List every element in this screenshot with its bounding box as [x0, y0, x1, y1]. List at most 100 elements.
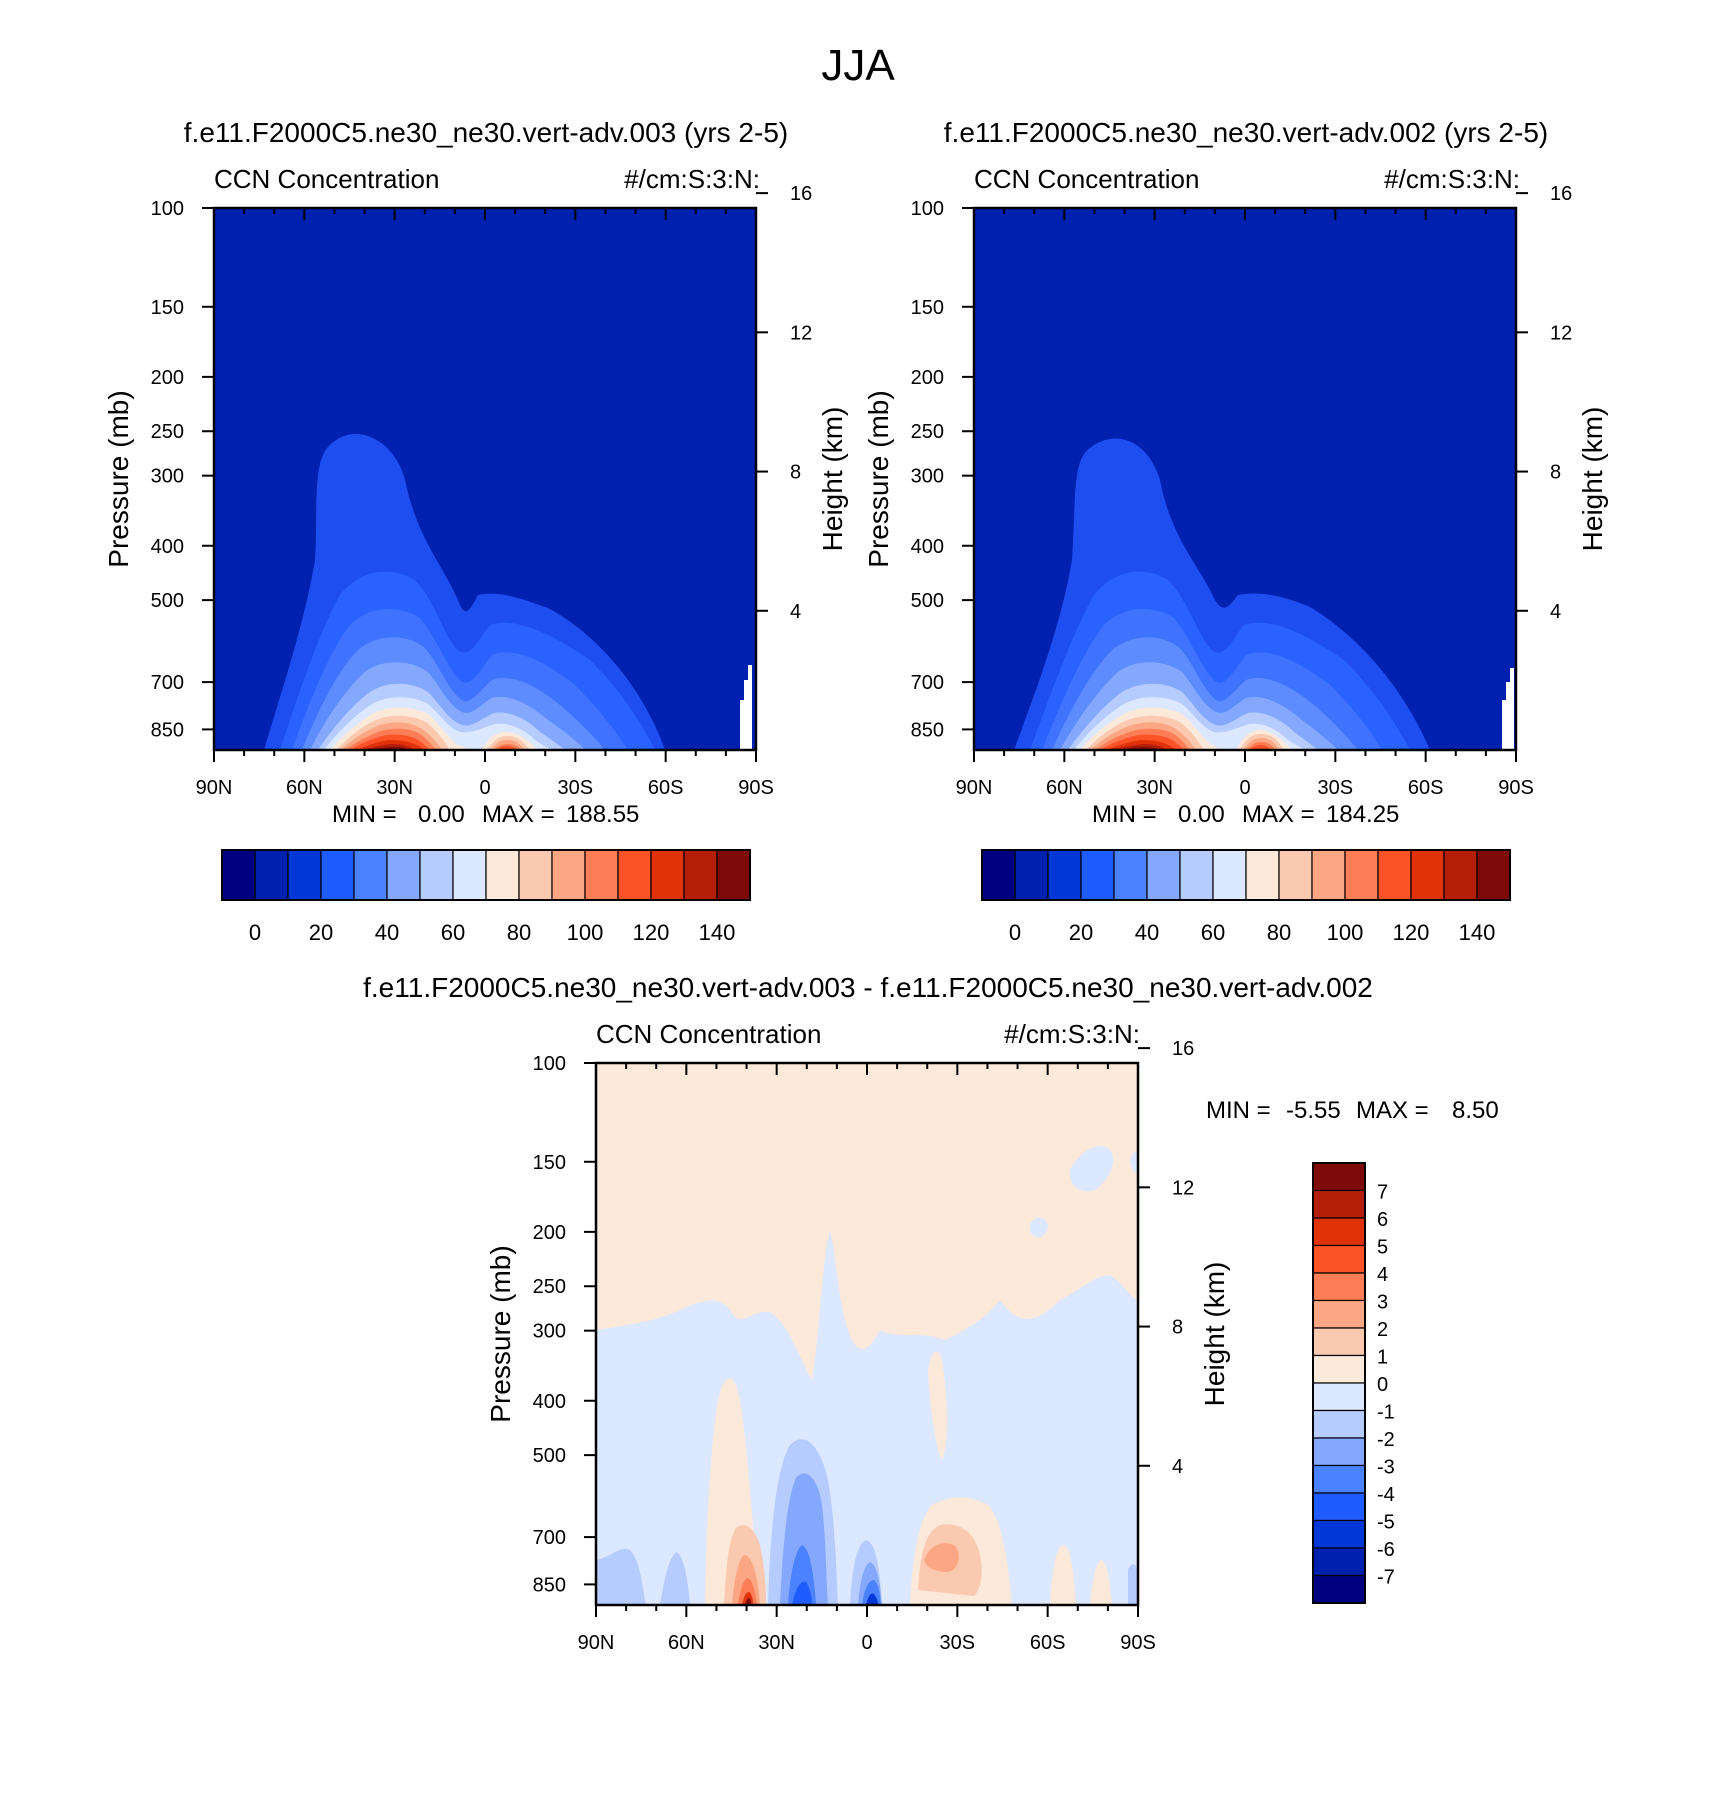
colorbar-swatch: [1311, 849, 1346, 901]
colorbar-label: 120: [1393, 920, 1430, 945]
colorbar-label: 0: [1377, 1374, 1388, 1396]
x-tick-label: 90N: [196, 777, 233, 799]
tick-marks: [962, 192, 1528, 762]
contour-field: [596, 1063, 1138, 1605]
contour-field: [214, 208, 756, 750]
min-label: MIN =: [332, 801, 397, 828]
y2-tick-label: 16: [1550, 183, 1572, 205]
units-label: #/cm:S:3:N:: [1004, 1019, 1140, 1049]
x-tick-label: 90S: [1498, 777, 1534, 799]
field-label: CCN Concentration: [214, 164, 439, 194]
y2-tick-label: 8: [1172, 1317, 1183, 1339]
colorbar-label: -4: [1377, 1484, 1395, 1506]
colorbar-swatch: [1146, 849, 1181, 901]
y2-tick-label: 4: [1172, 1456, 1183, 1478]
colorbar-swatch: [1312, 1437, 1366, 1467]
colorbar-label: 40: [1135, 920, 1159, 945]
colorbar-swatch: [1312, 1189, 1366, 1219]
colorbar-swatch: [1312, 1354, 1366, 1384]
colorbar-label: 120: [633, 920, 670, 945]
colorbar-swatch: [1443, 849, 1478, 901]
y-tick-label: 250: [911, 421, 944, 443]
panel-top-right: f.e11.F2000C5.ne30_ne30.vert-adv.002 (yr…: [863, 117, 1608, 945]
y-tick-label: 700: [911, 672, 944, 694]
colorbar-label: 60: [1201, 920, 1225, 945]
colorbar-frame: [981, 849, 1511, 901]
colorbar-label: -7: [1377, 1567, 1395, 1589]
colorbar-swatch: [551, 849, 586, 901]
colorbar-label: 5: [1377, 1237, 1388, 1259]
max-label: MAX =: [1356, 1097, 1429, 1124]
colorbar-label: 80: [1267, 920, 1291, 945]
max-value: 188.55: [566, 801, 639, 828]
y-tick-label: 850: [533, 1574, 566, 1596]
colorbar-swatch: [1014, 849, 1049, 901]
y-tick-label: 400: [151, 536, 184, 558]
colorbar-swatch: [1312, 1519, 1366, 1549]
colorbar-swatch: [650, 849, 685, 901]
colorbar-swatch: [1312, 1574, 1366, 1604]
min-value: 0.00: [1178, 801, 1225, 828]
colorbar-swatch: [1312, 1327, 1366, 1357]
y-tick-label: 200: [151, 367, 184, 389]
colorbar-swatch: [485, 849, 520, 901]
colorbar-label: 0: [1009, 920, 1021, 945]
y2-tick-label: 8: [1550, 462, 1561, 484]
y-tick-label: 500: [151, 590, 184, 612]
y-tick-label: 200: [533, 1222, 566, 1244]
x-tick-label: 60S: [648, 777, 684, 799]
y-tick-label: 100: [151, 198, 184, 220]
y2-tick-label: 4: [1550, 601, 1561, 623]
colorbar-label: 20: [1069, 920, 1093, 945]
y2-axis-title: Height (km): [817, 407, 848, 552]
colorbar-swatch: [353, 849, 388, 901]
colorbar-swatch: [683, 849, 718, 901]
y-tick-label: 850: [151, 719, 184, 741]
colorbar-swatch: [584, 849, 619, 901]
x-tick-label: 30N: [376, 777, 413, 799]
field-label: CCN Concentration: [596, 1019, 821, 1049]
y-tick-label: 100: [533, 1053, 566, 1075]
colorbar-swatch: [1312, 1382, 1366, 1412]
y-tick-label: 400: [911, 536, 944, 558]
colorbar-frame: [1312, 1162, 1366, 1604]
max-value: 8.50: [1452, 1097, 1499, 1124]
y-tick-label: 300: [533, 1321, 566, 1343]
colorbar-label: 100: [567, 920, 604, 945]
y-tick-label: 300: [151, 466, 184, 488]
colorbar-swatch: [452, 849, 487, 901]
y2-tick-label: 16: [790, 183, 812, 205]
colorbar-swatch: [386, 849, 421, 901]
colorbar-label: 80: [507, 920, 531, 945]
colorbar-label: 7: [1377, 1182, 1388, 1204]
colorbar-swatch: [221, 849, 256, 901]
colorbar-label: 140: [699, 920, 736, 945]
y-tick-label: 250: [533, 1276, 566, 1298]
max-label: MAX =: [1242, 801, 1315, 828]
y2-tick-label: 12: [1172, 1177, 1194, 1199]
x-tick-label: 90S: [1120, 1632, 1156, 1654]
panel-difference: f.e11.F2000C5.ne30_ne30.vert-adv.003 - f…: [363, 972, 1499, 1654]
colorbar-swatch: [1245, 849, 1280, 901]
colorbar-swatch: [1312, 1299, 1366, 1329]
tick-labels: 90N 60N 30N 0 30S 60S 90S 100 150 200 250 300 400 500…: [533, 1038, 1195, 1654]
y-tick-label: 400: [533, 1391, 566, 1413]
units-label: #/cm:S:3:N:: [1384, 164, 1520, 194]
colorbar-swatch: [716, 849, 751, 901]
y-axis-title: Pressure (mb): [485, 1245, 516, 1422]
colorbar-label: 140: [1459, 920, 1496, 945]
x-tick-label: 0: [1239, 777, 1250, 799]
x-tick-label: 30N: [758, 1632, 795, 1654]
y-axis-title: Pressure (mb): [863, 390, 894, 567]
colorbar-label: -5: [1377, 1512, 1395, 1534]
colorbar-swatch: [617, 849, 652, 901]
x-tick-label: 30S: [1318, 777, 1354, 799]
y2-axis-title: Height (km): [1577, 407, 1608, 552]
colorbar-swatch: [1377, 849, 1412, 901]
tick-marks: [584, 1047, 1150, 1617]
colorbar-label: 0: [249, 920, 261, 945]
y2-tick-label: 16: [1172, 1038, 1194, 1060]
colorbar-swatch: [1113, 849, 1148, 901]
colorbar-frame: [221, 849, 751, 901]
colorbar-swatch: [1476, 849, 1511, 901]
